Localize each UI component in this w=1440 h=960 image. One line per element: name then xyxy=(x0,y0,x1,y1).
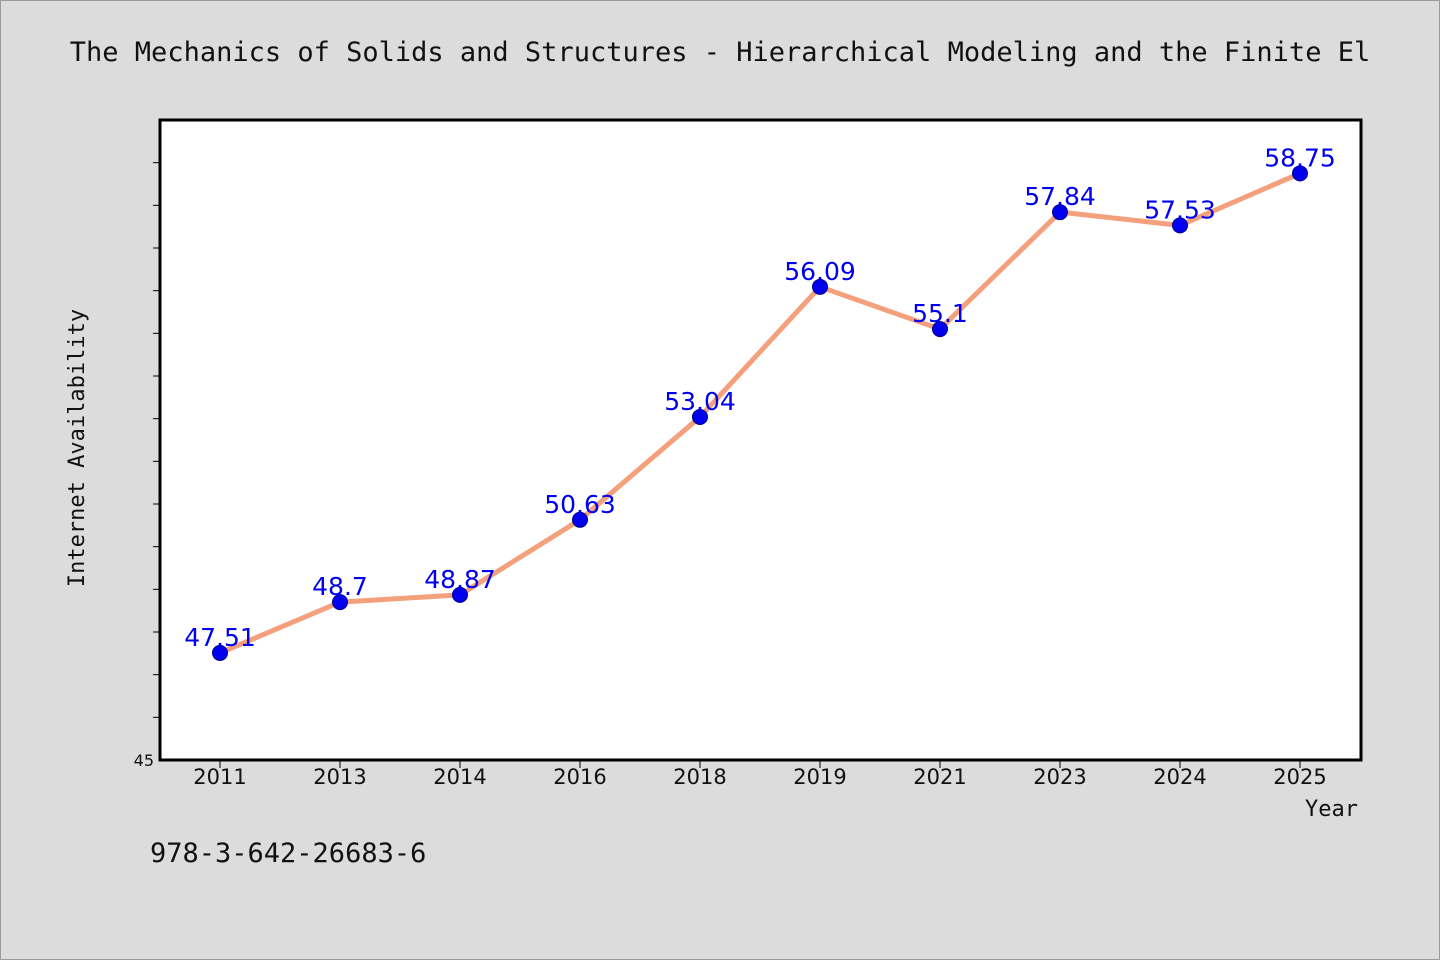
data-label: 58.75 xyxy=(1264,143,1336,172)
x-tick-label: 2021 xyxy=(913,765,966,789)
plot-area xyxy=(158,118,1363,762)
data-label: 47.51 xyxy=(184,623,256,652)
y-tick-label: 45 xyxy=(134,751,154,770)
y-axis-label: Internet Availability xyxy=(65,309,90,587)
x-tick-label: 2011 xyxy=(193,765,246,789)
data-labels: 47.51 48.7 48.87 50.63 53.04 56.09 55.1 57.84 57… xyxy=(184,143,1336,652)
data-label: 50.63 xyxy=(544,490,616,519)
data-label: 57.84 xyxy=(1024,182,1096,211)
x-tick-label: 2018 xyxy=(673,765,726,789)
data-label: 57.53 xyxy=(1144,195,1216,224)
data-point xyxy=(332,594,348,611)
chart-title: The Mechanics of Solids and Structures -… xyxy=(70,37,1370,68)
data-point xyxy=(812,278,828,295)
x-tick-label: 2013 xyxy=(313,765,366,789)
data-label: 55.1 xyxy=(912,299,968,328)
data-point xyxy=(452,586,468,603)
x-tick-label: 2014 xyxy=(433,765,486,789)
data-point xyxy=(212,644,228,661)
x-tick-label: 2023 xyxy=(1033,765,1086,789)
data-point xyxy=(1172,217,1188,234)
data-point xyxy=(1292,165,1308,182)
data-label: 53.04 xyxy=(664,387,736,416)
isbn-footer: 978-3-642-26683-6 xyxy=(150,838,426,869)
x-axis-label: Year xyxy=(1305,797,1358,822)
data-label: 48.7 xyxy=(312,572,368,601)
data-label: 48.87 xyxy=(424,565,496,594)
x-axis-ticks: 2011 2013 2014 2016 2018 2019 2021 2023 2024 2025 xyxy=(193,760,1327,789)
x-tick-label: 2025 xyxy=(1273,765,1326,789)
data-label: 56.09 xyxy=(784,257,856,286)
series-line xyxy=(217,170,1303,656)
x-tick-label: 2019 xyxy=(793,765,846,789)
data-point xyxy=(1052,204,1068,221)
y-axis-ticks: 45 xyxy=(134,162,160,770)
x-tick-label: 2016 xyxy=(553,765,606,789)
data-point xyxy=(932,321,948,338)
data-markers xyxy=(212,165,1308,661)
data-point xyxy=(692,408,708,425)
x-tick-label: 2024 xyxy=(1153,765,1206,789)
data-point xyxy=(572,511,588,528)
